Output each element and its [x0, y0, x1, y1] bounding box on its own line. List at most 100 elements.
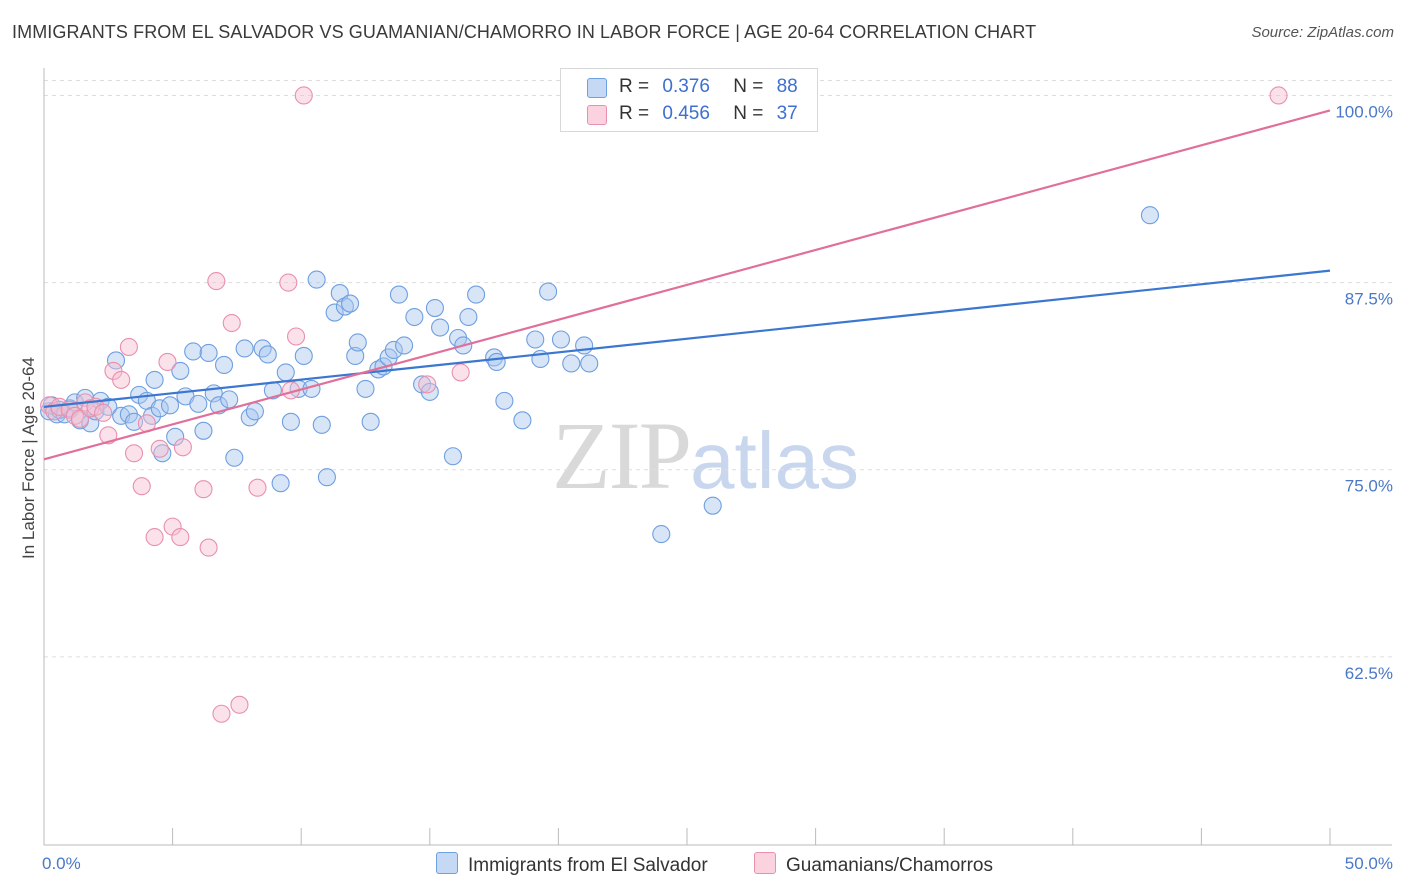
point-el-salvador	[99, 397, 118, 416]
point-el-salvador	[413, 375, 432, 394]
point-el-salvador	[214, 355, 234, 374]
legend-n-value: 88	[776, 76, 798, 97]
chart-title: IMMIGRANTS FROM EL SALVADOR VS GUAMANIAN…	[12, 22, 1037, 42]
point-guamanian	[150, 439, 169, 458]
point-el-salvador	[361, 412, 380, 431]
point-el-salvador	[459, 307, 478, 327]
legend-label: Immigrants from El Salvador	[468, 855, 708, 876]
trend-lines	[43, 109, 1331, 461]
point-el-salvador	[467, 285, 486, 304]
point-el-salvador	[425, 299, 444, 318]
y-tick-label: 62.5%	[1345, 664, 1393, 683]
point-el-salvador	[81, 414, 100, 433]
data-points	[40, 86, 1288, 723]
point-el-salvador	[199, 343, 218, 363]
point-el-salvador	[539, 282, 558, 301]
point-el-salvador	[384, 340, 403, 360]
point-el-salvador	[106, 351, 126, 370]
point-el-salvador	[495, 391, 514, 410]
point-el-salvador	[405, 307, 424, 327]
point-el-salvador	[652, 525, 671, 544]
point-guamanian	[173, 438, 192, 457]
point-el-salvador	[245, 402, 264, 421]
watermark-zip: ZIP	[552, 402, 692, 509]
legend-item-guamanian[interactable]: Guamanians/Chamorros	[754, 852, 993, 877]
legend-swatch-blue	[436, 852, 458, 874]
y-tick-label: 75.0%	[1345, 477, 1393, 496]
y-tick-label: 87.5%	[1345, 290, 1393, 309]
point-guamanian	[279, 273, 298, 292]
point-el-salvador	[389, 285, 408, 304]
point-guamanian	[119, 337, 138, 357]
legend-label: Guamanians/Chamorros	[786, 855, 993, 876]
point-guamanian	[194, 480, 213, 499]
axis-labels: 100.0% 87.5% 75.0% 62.5% 0.0% 50.0% In Labor F…	[19, 102, 1393, 873]
x-tick-label-min: 0.0%	[42, 854, 81, 873]
point-guamanian	[112, 370, 131, 389]
point-el-salvador	[253, 339, 272, 358]
point-el-salvador	[317, 468, 336, 487]
point-el-salvador	[395, 336, 414, 355]
point-el-salvador	[150, 399, 169, 418]
point-el-salvador	[189, 394, 208, 413]
point-el-salvador	[575, 336, 594, 355]
legend-item-el-salvador[interactable]: Immigrants from El Salvador	[436, 852, 708, 877]
point-guamanian	[158, 352, 177, 371]
point-el-salvador	[1140, 206, 1160, 225]
trend-line-el-salvador	[43, 269, 1331, 408]
point-el-salvador	[240, 408, 259, 427]
point-guamanian	[287, 327, 306, 346]
point-el-salvador	[225, 448, 244, 467]
point-el-salvador	[220, 390, 239, 409]
stats-legend: R = 0.376 N = 88 R = 0.456 N = 37	[560, 68, 818, 132]
point-el-salvador	[562, 354, 581, 373]
point-el-salvador	[703, 496, 722, 515]
source-credit: Source: ZipAtlas.com	[1251, 24, 1394, 41]
legend-swatch-pink	[754, 852, 776, 874]
legend-n-value: 37	[776, 103, 798, 124]
point-el-salvador	[271, 474, 290, 493]
point-guamanian	[222, 313, 241, 333]
point-guamanian	[451, 363, 470, 382]
point-el-salvador	[281, 412, 300, 431]
point-el-salvador	[348, 333, 367, 352]
point-el-salvador	[171, 361, 190, 380]
watermark-atlas: atlas	[690, 416, 859, 505]
point-el-salvador	[341, 294, 360, 313]
point-guamanian	[163, 517, 182, 536]
point-el-salvador	[160, 396, 180, 415]
legend-r-value: 0.376	[662, 76, 710, 97]
point-el-salvador	[194, 421, 213, 440]
point-guamanian	[207, 272, 226, 291]
point-guamanian	[171, 528, 190, 547]
point-el-salvador	[580, 354, 599, 373]
point-guamanian	[124, 444, 144, 463]
point-el-salvador	[307, 270, 326, 289]
point-el-salvador	[431, 318, 450, 337]
y-axis-label: In Labor Force | Age 20-64	[19, 357, 38, 559]
point-guamanian	[418, 375, 437, 394]
point-el-salvador	[551, 330, 571, 349]
axes	[43, 68, 1392, 846]
point-el-salvador	[276, 363, 295, 382]
point-el-salvador	[258, 345, 277, 364]
point-el-salvador	[346, 346, 365, 366]
point-el-salvador	[356, 379, 375, 398]
point-el-salvador	[325, 303, 344, 322]
point-guamanian	[199, 538, 218, 557]
point-el-salvador	[145, 370, 164, 389]
legend-r-value: 0.456	[662, 103, 710, 124]
point-guamanian	[132, 477, 151, 496]
point-el-salvador	[335, 297, 354, 316]
point-guamanian	[65, 406, 84, 425]
point-el-salvador	[166, 427, 185, 446]
point-el-salvador	[184, 342, 203, 361]
legend-swatch-blue	[587, 78, 607, 98]
y-tick-label: 100.0%	[1335, 102, 1393, 121]
legend-swatch-pink	[587, 105, 607, 125]
point-guamanian	[248, 478, 267, 497]
point-guamanian	[294, 86, 313, 105]
point-guamanian	[1269, 86, 1288, 105]
point-el-salvador	[420, 382, 439, 401]
